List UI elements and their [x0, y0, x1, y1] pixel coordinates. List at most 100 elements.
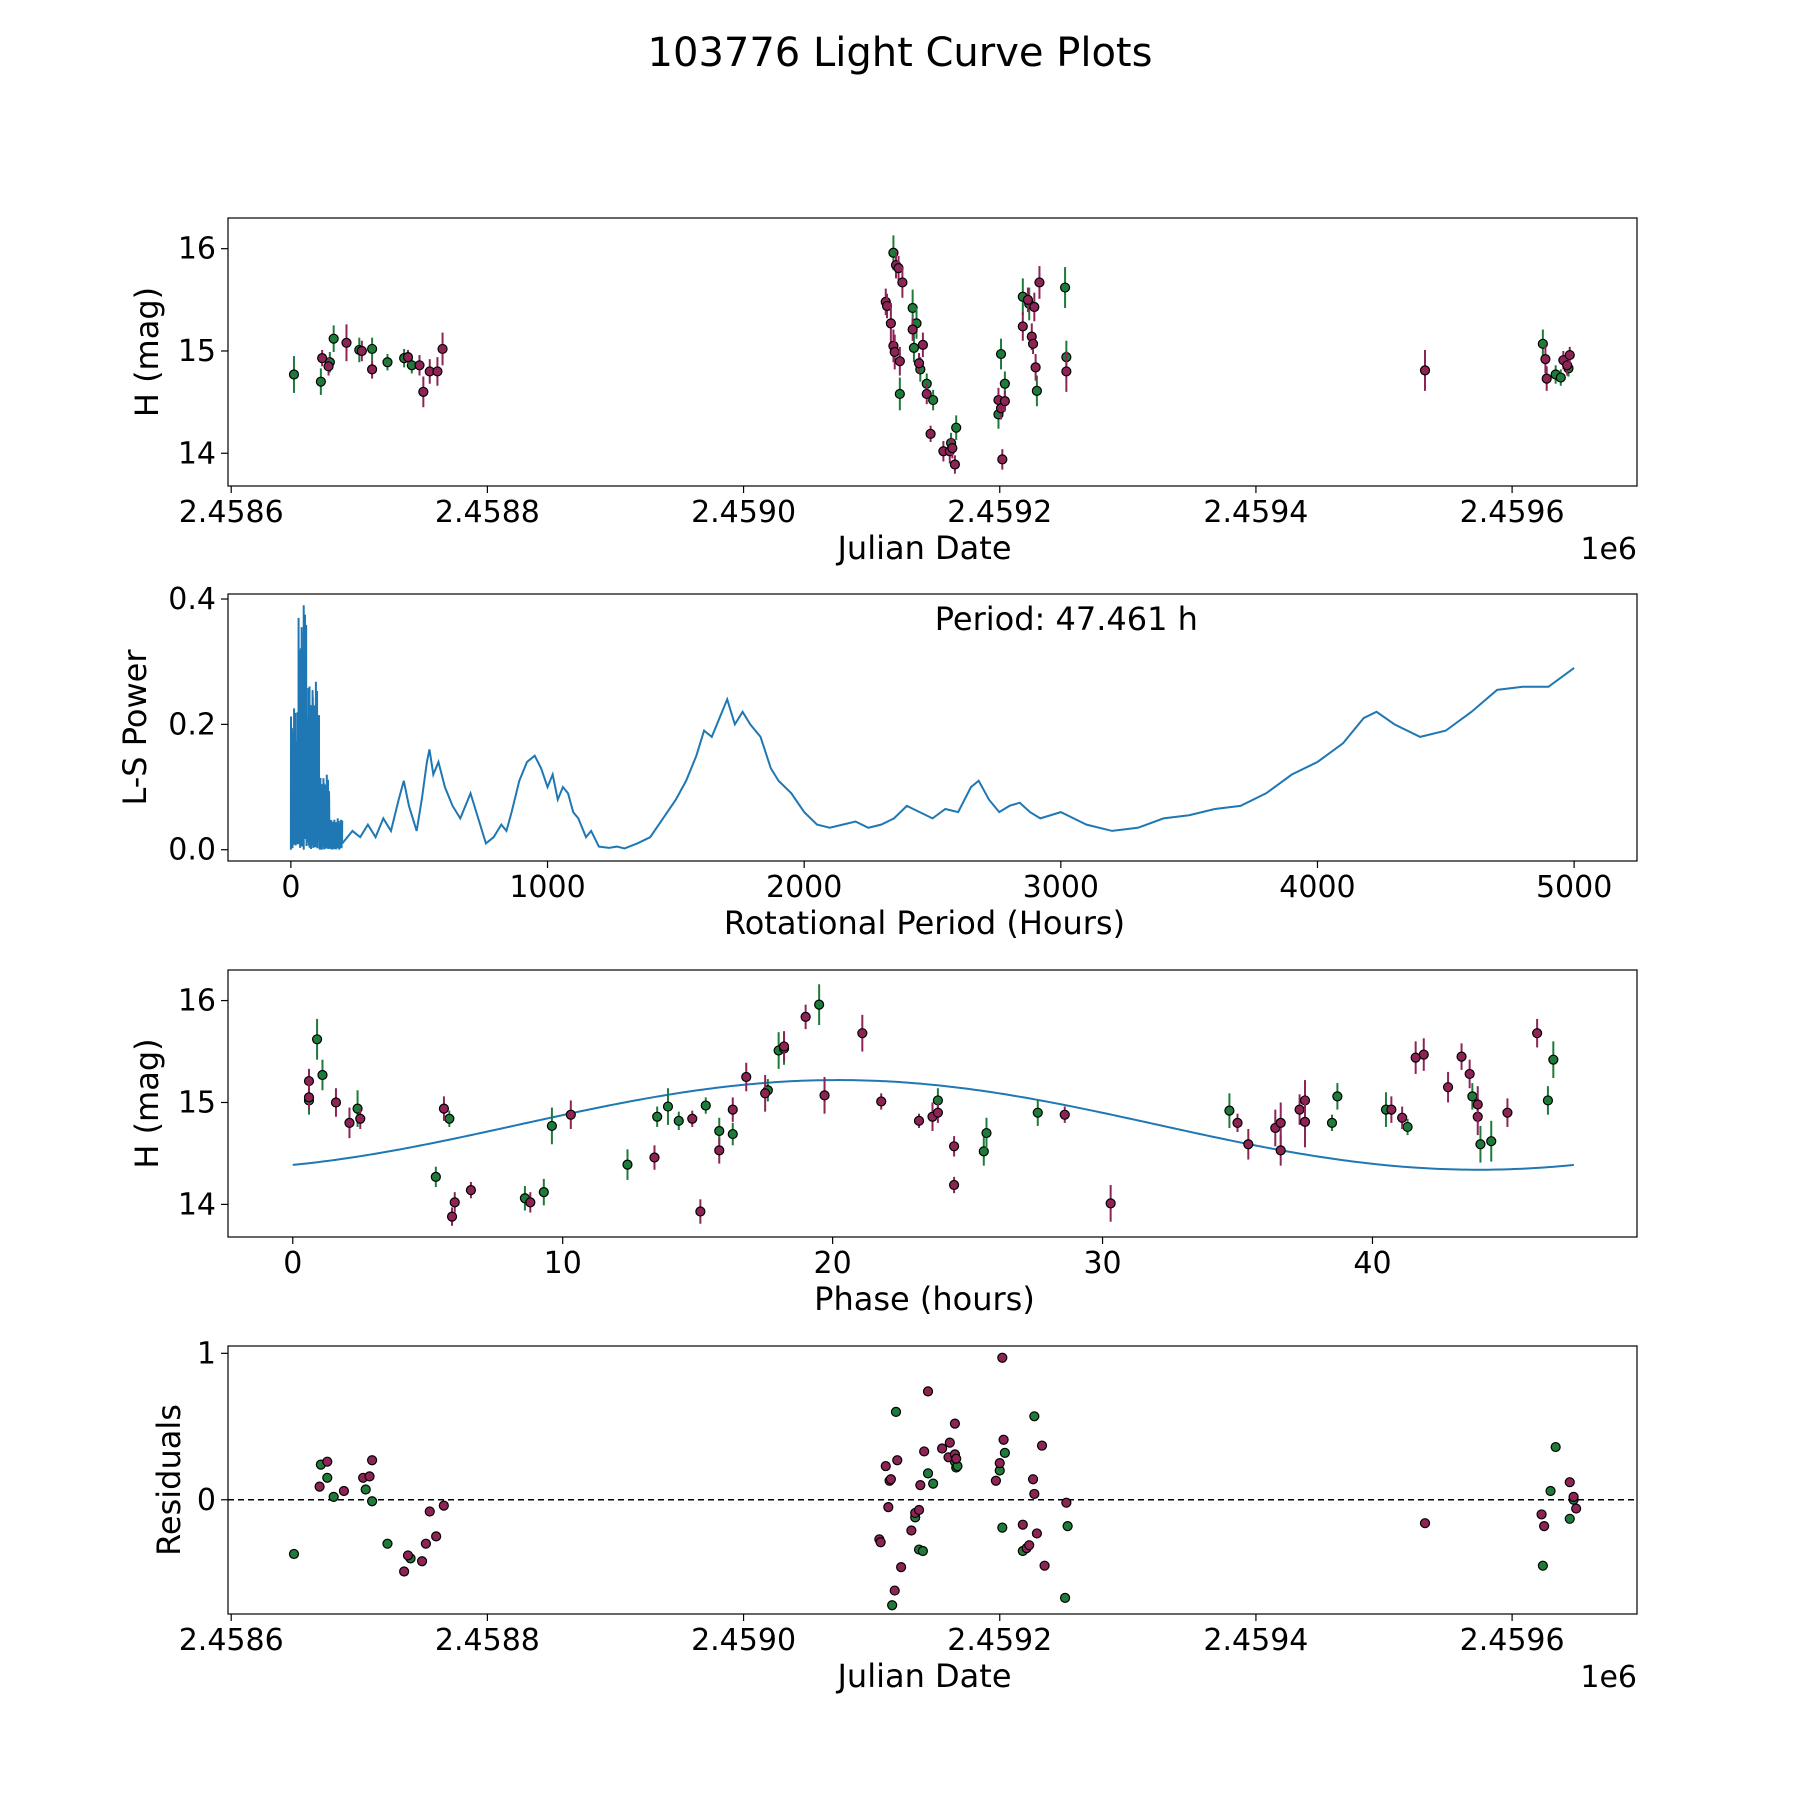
data-point-maroon	[999, 395, 1010, 407]
data-point-green	[1031, 385, 1042, 396]
data-point-maroon	[356, 345, 367, 357]
data-point-maroon	[1027, 338, 1039, 349]
data-point-maroon	[915, 1480, 926, 1491]
x-tick-label: 2.4588	[435, 495, 540, 530]
data-point-maroon	[1464, 1068, 1475, 1080]
data-point-maroon	[303, 1092, 315, 1103]
periodogram-dense-region	[289, 614, 344, 850]
data-point-maroon	[449, 1197, 460, 1208]
data-point-maroon	[446, 1211, 458, 1222]
data-point-maroon	[913, 358, 925, 369]
x-tick-label: 2.4590	[691, 495, 796, 530]
data-point-green	[311, 1034, 323, 1045]
data-point-maroon	[1017, 1519, 1028, 1530]
axes-frame-phased	[227, 969, 1638, 1238]
data-point-maroon	[889, 1585, 900, 1596]
data-point-green	[430, 1171, 441, 1182]
data-point-maroon	[990, 1475, 1002, 1486]
x-tick-label: 2.4588	[435, 1623, 540, 1658]
data-point-green	[1332, 1091, 1343, 1102]
data-point-green	[894, 388, 905, 400]
data-point-maroon	[1029, 301, 1040, 313]
data-point-green	[328, 1491, 339, 1502]
y-tick-label: 16	[178, 984, 216, 1019]
data-point-green	[538, 1187, 549, 1198]
data-point-green	[1326, 1117, 1338, 1128]
data-point-green	[1475, 1139, 1486, 1150]
data-point-green	[367, 343, 378, 355]
data-point-maroon	[1275, 1145, 1286, 1156]
data-point-maroon	[317, 353, 328, 364]
axes-frame-lightcurve	[227, 217, 1638, 487]
x-tick-label: 5000	[1536, 870, 1612, 905]
x-tick-label: 30	[1083, 1246, 1121, 1281]
data-point-maroon	[1029, 1488, 1040, 1500]
data-point-maroon	[994, 1458, 1005, 1469]
y-axis-label: L-S Power	[116, 649, 154, 806]
data-point-maroon	[921, 388, 932, 400]
data-point-maroon	[314, 1481, 325, 1492]
data-point-maroon	[714, 1145, 725, 1156]
data-point-maroon	[399, 1566, 410, 1577]
x-tick-label: 0	[283, 1246, 302, 1281]
y-axis-label: H (mag)	[128, 1038, 166, 1168]
y-tick-label: 15	[178, 334, 216, 369]
y-tick-label: 0	[197, 1483, 216, 1518]
data-point-maroon	[1039, 1560, 1050, 1571]
x-tick-label: 2.4596	[1460, 495, 1565, 530]
data-point-maroon	[525, 1197, 536, 1208]
data-point-maroon	[913, 1115, 925, 1126]
y-axis-label: Residuals	[150, 1404, 188, 1556]
x-offset-label: 1e6	[1580, 532, 1637, 567]
data-point-maroon	[364, 1471, 375, 1482]
data-point-maroon	[1571, 1503, 1582, 1514]
x-tick-label: 2.4586	[179, 1623, 284, 1658]
data-point-maroon	[1502, 1107, 1513, 1118]
data-point-maroon	[649, 1152, 660, 1163]
data-point-maroon	[1419, 365, 1431, 376]
data-point-green	[1402, 1121, 1413, 1133]
data-point-maroon	[875, 1537, 886, 1548]
data-point-green	[928, 1478, 939, 1489]
x-axis-label: Julian Date	[835, 1657, 1011, 1695]
data-point-maroon	[937, 1443, 948, 1454]
data-point-maroon	[894, 356, 905, 367]
y-tick-label: 16	[178, 232, 216, 267]
x-tick-label: 1000	[509, 870, 585, 905]
data-point-maroon	[438, 1500, 449, 1511]
data-point-maroon	[402, 352, 414, 363]
data-point-green	[928, 394, 939, 406]
data-point-maroon	[997, 454, 1008, 465]
data-point-maroon	[402, 1550, 414, 1561]
data-point-maroon	[885, 1474, 896, 1485]
data-point-green	[1564, 1513, 1575, 1524]
x-tick-label: 2.4594	[1203, 495, 1308, 530]
data-point-maroon	[323, 361, 334, 372]
x-tick-label: 4000	[1279, 870, 1355, 905]
x-axis-label: Julian Date	[835, 529, 1011, 567]
data-point-maroon	[1059, 1109, 1070, 1120]
data-point-green	[1032, 1107, 1043, 1118]
data-point-maroon	[1030, 362, 1041, 373]
data-point-green	[999, 378, 1010, 389]
data-point-green	[1548, 1054, 1559, 1065]
data-point-maroon	[883, 1501, 894, 1513]
data-point-maroon	[437, 343, 448, 355]
data-point-maroon	[857, 1028, 868, 1039]
data-point-green	[367, 1496, 378, 1507]
data-point-green	[1550, 1441, 1561, 1453]
data-point-maroon	[338, 1485, 350, 1497]
data-point-maroon	[465, 1185, 477, 1196]
y-tick-label: 14	[178, 1187, 216, 1222]
data-point-green	[1486, 1136, 1497, 1147]
data-point-maroon	[322, 1456, 333, 1467]
data-point-maroon	[303, 1075, 315, 1087]
plot-area-residuals	[228, 1352, 1637, 1611]
x-tick-label: 40	[1353, 1246, 1391, 1281]
x-tick-label: 2.4590	[691, 1623, 796, 1658]
data-point-maroon	[1036, 1440, 1048, 1451]
x-tick-label: 2.4596	[1460, 1623, 1565, 1658]
data-point-maroon	[1243, 1139, 1254, 1150]
data-point-maroon	[687, 1113, 698, 1124]
data-point-green	[322, 1472, 333, 1483]
